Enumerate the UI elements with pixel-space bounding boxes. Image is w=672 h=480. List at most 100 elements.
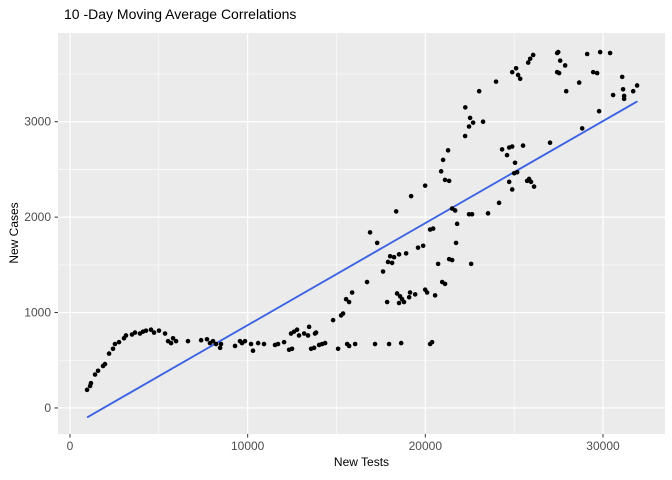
data-point (607, 50, 613, 56)
data-point (340, 311, 346, 316)
data-point (88, 380, 94, 386)
x-tick-label: 20000 (409, 439, 443, 453)
data-point (343, 296, 349, 302)
plot-panel (58, 33, 665, 434)
data-point (403, 251, 409, 256)
data-point (151, 330, 157, 335)
data-point (322, 340, 328, 346)
data-point (306, 324, 312, 330)
data-point (112, 341, 118, 347)
data-point (513, 66, 519, 71)
data-point (442, 177, 448, 183)
data-point (162, 331, 168, 336)
data-point (493, 79, 499, 84)
data-point (313, 330, 319, 335)
data-point (596, 108, 602, 114)
data-point (396, 252, 402, 257)
data-point (116, 339, 122, 345)
data-point (525, 60, 531, 65)
y-tick-label: 1000 (24, 306, 51, 320)
data-point (590, 69, 596, 75)
data-point (408, 193, 414, 199)
data-point (301, 331, 307, 336)
data-point (132, 330, 138, 335)
data-point (275, 341, 281, 347)
data-point (422, 183, 428, 188)
x-tick-label: 30000 (586, 439, 620, 453)
data-point (509, 187, 515, 192)
data-point (452, 208, 458, 213)
data-point (84, 387, 90, 393)
chart-title: 10 -Day Moving Average Correlations (64, 6, 297, 22)
data-point (148, 327, 154, 333)
data-point (401, 299, 407, 305)
data-point (556, 70, 562, 76)
data-point (506, 179, 512, 185)
data-point (476, 88, 482, 94)
data-point (389, 260, 395, 266)
data-point (374, 240, 380, 246)
data-point (210, 338, 216, 344)
y-axis-title: New Cases (7, 202, 21, 264)
data-point (480, 119, 486, 125)
data-point (509, 69, 515, 75)
data-point (386, 341, 392, 347)
data-point (597, 49, 603, 55)
data-point (531, 184, 537, 189)
data-point (463, 105, 468, 110)
data-point (173, 338, 179, 344)
data-point (562, 63, 568, 68)
data-point (407, 290, 413, 295)
data-point (610, 92, 616, 98)
data-point (380, 269, 386, 274)
data-point (232, 343, 238, 349)
data-point (527, 56, 533, 62)
data-point (106, 351, 112, 356)
data-point (204, 336, 210, 342)
data-point (261, 341, 267, 347)
data-point (438, 169, 444, 174)
data-point (396, 300, 402, 306)
data-point (517, 76, 523, 82)
data-point (620, 86, 626, 92)
data-point (584, 51, 590, 57)
data-point (387, 253, 393, 259)
data-point (467, 115, 473, 121)
data-point (95, 368, 101, 374)
data-point (185, 338, 191, 344)
data-point (289, 346, 295, 352)
data-point (391, 254, 397, 260)
data-point (530, 52, 536, 58)
data-point (294, 327, 300, 333)
data-point (512, 160, 518, 166)
y-tick-label: 0 (44, 401, 51, 415)
x-tick-label: 0 (67, 439, 74, 453)
data-point (462, 133, 468, 139)
data-point (281, 339, 287, 345)
data-point (466, 124, 472, 129)
data-point (143, 328, 149, 333)
data-point (594, 70, 600, 76)
data-point (296, 333, 302, 338)
data-point (454, 221, 460, 227)
data-point (509, 144, 515, 149)
data-point (406, 294, 412, 300)
x-tick-label: 10000 (231, 439, 265, 453)
data-point (504, 152, 510, 158)
data-point (445, 148, 451, 153)
data-point (198, 337, 204, 343)
data-point (372, 341, 378, 347)
data-point (435, 261, 441, 267)
data-point (346, 299, 352, 305)
data-point (429, 339, 435, 345)
data-point (499, 147, 505, 152)
data-point (449, 257, 455, 263)
data-point (520, 143, 526, 148)
data-point (563, 88, 569, 94)
data-point (242, 338, 248, 344)
data-point (393, 209, 399, 214)
data-point (156, 328, 162, 333)
data-point (398, 340, 404, 346)
